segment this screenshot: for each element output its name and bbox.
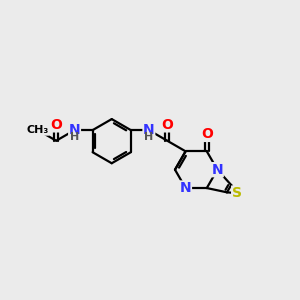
Text: H: H <box>144 132 154 142</box>
Text: N: N <box>180 181 191 195</box>
Text: H: H <box>70 132 79 142</box>
Text: N: N <box>143 123 155 137</box>
Text: CH₃: CH₃ <box>27 125 49 135</box>
Text: S: S <box>232 186 242 200</box>
Text: O: O <box>201 128 213 141</box>
Text: N: N <box>212 163 223 177</box>
Text: N: N <box>69 123 80 137</box>
Text: O: O <box>161 118 173 132</box>
Text: O: O <box>50 118 62 132</box>
